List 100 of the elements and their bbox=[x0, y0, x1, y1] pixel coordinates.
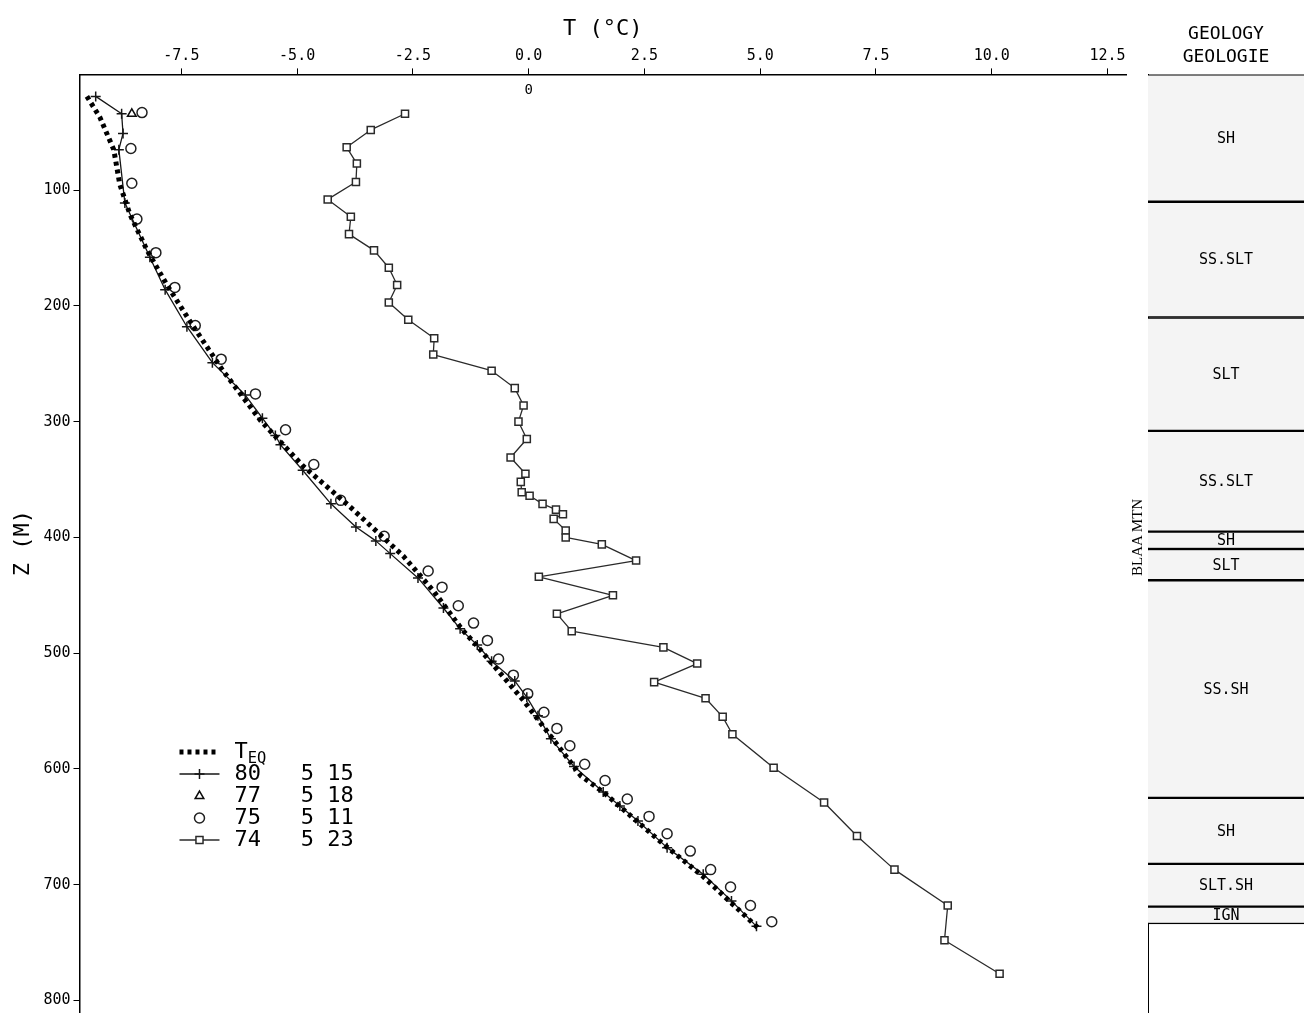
point bbox=[274, 439, 287, 451]
point bbox=[506, 453, 515, 462]
series-label: SH bbox=[1216, 821, 1236, 840]
y-tick-label: 500 bbox=[43, 643, 71, 662]
point bbox=[724, 881, 737, 893]
point bbox=[509, 675, 521, 687]
x-tick-label: 0.0 bbox=[515, 46, 543, 65]
point bbox=[578, 758, 591, 771]
point bbox=[366, 125, 376, 135]
series-label: SLT.SH bbox=[1198, 876, 1254, 895]
point bbox=[766, 915, 778, 928]
point bbox=[701, 694, 710, 703]
point bbox=[558, 509, 568, 519]
point bbox=[412, 572, 424, 584]
point bbox=[551, 722, 563, 735]
point bbox=[126, 108, 137, 118]
point bbox=[115, 108, 128, 120]
point bbox=[538, 706, 550, 718]
point bbox=[728, 729, 737, 739]
point bbox=[481, 634, 494, 647]
point bbox=[342, 143, 351, 152]
point bbox=[150, 246, 162, 259]
chart-subtitle: GEOLOGIE bbox=[1182, 45, 1270, 67]
x-tick-label: -5.0 bbox=[279, 46, 316, 65]
point bbox=[684, 845, 697, 857]
point bbox=[661, 827, 673, 840]
annotation: 0 bbox=[524, 81, 533, 98]
point bbox=[692, 659, 702, 668]
point bbox=[521, 691, 533, 703]
point bbox=[89, 90, 102, 103]
point bbox=[597, 540, 607, 549]
series-label: SS.SLT bbox=[1198, 472, 1254, 491]
point bbox=[545, 733, 557, 745]
point bbox=[750, 920, 763, 933]
x-tick-label: 10.0 bbox=[973, 46, 1010, 65]
x-tick-label: -2.5 bbox=[394, 46, 431, 65]
point bbox=[890, 865, 899, 874]
point bbox=[323, 195, 332, 204]
point bbox=[525, 491, 534, 501]
point bbox=[852, 831, 862, 841]
y-tick-label: 100 bbox=[43, 180, 71, 199]
point bbox=[510, 383, 520, 393]
point bbox=[437, 602, 450, 614]
point bbox=[519, 401, 528, 410]
point bbox=[369, 246, 379, 255]
y-tick-label: 800 bbox=[43, 990, 71, 1009]
point bbox=[279, 424, 292, 436]
point bbox=[352, 159, 362, 168]
chart-title: GEOLOGY bbox=[1188, 22, 1265, 44]
point bbox=[551, 505, 561, 514]
point bbox=[269, 429, 282, 442]
y-axis-title: Z (M) bbox=[8, 510, 34, 577]
y-tick-label: 400 bbox=[43, 527, 71, 546]
series-label: SS.SLT bbox=[1198, 250, 1254, 269]
point bbox=[704, 863, 717, 876]
x-tick-label: 2.5 bbox=[630, 46, 658, 65]
point bbox=[384, 547, 396, 560]
point bbox=[568, 760, 580, 773]
point bbox=[943, 901, 953, 910]
point bbox=[492, 653, 505, 665]
point bbox=[561, 533, 570, 542]
point bbox=[256, 412, 269, 424]
point bbox=[514, 417, 523, 426]
point bbox=[325, 498, 337, 510]
point bbox=[608, 591, 618, 600]
point bbox=[429, 334, 439, 343]
point bbox=[564, 740, 576, 752]
point bbox=[522, 434, 532, 444]
x-tick-label: 5.0 bbox=[746, 46, 774, 65]
point bbox=[344, 229, 354, 239]
series-label: SLT bbox=[1212, 365, 1240, 384]
point bbox=[643, 810, 655, 823]
point bbox=[538, 499, 547, 509]
point bbox=[819, 798, 829, 807]
point bbox=[384, 298, 394, 307]
point bbox=[467, 617, 480, 629]
point bbox=[614, 800, 626, 812]
point bbox=[995, 969, 1004, 979]
point bbox=[744, 899, 757, 912]
point bbox=[400, 109, 410, 119]
point bbox=[392, 280, 402, 290]
point bbox=[452, 599, 465, 612]
point bbox=[428, 350, 438, 359]
point bbox=[549, 514, 558, 524]
series-label: SH bbox=[1216, 128, 1236, 147]
point bbox=[631, 556, 641, 565]
point bbox=[517, 487, 526, 497]
point bbox=[597, 786, 609, 798]
point bbox=[436, 581, 448, 593]
y-tick-label: 600 bbox=[43, 758, 71, 777]
point bbox=[126, 177, 138, 189]
series-label: IGN bbox=[1212, 906, 1240, 925]
point bbox=[136, 106, 148, 119]
point bbox=[422, 565, 434, 577]
point bbox=[769, 763, 778, 773]
point bbox=[649, 677, 659, 687]
x-tick-label: 7.5 bbox=[862, 46, 890, 65]
point bbox=[532, 709, 544, 722]
point bbox=[350, 521, 362, 533]
point bbox=[403, 315, 413, 325]
